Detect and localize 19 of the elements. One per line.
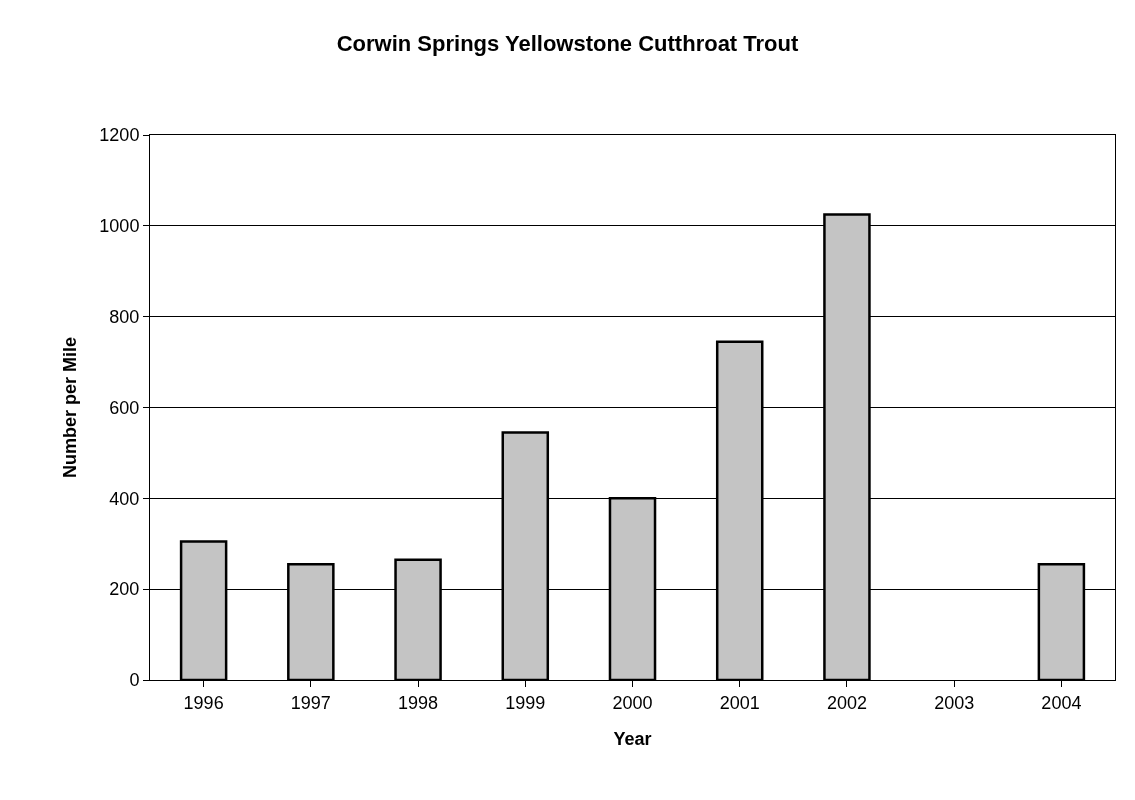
x-tick-label: 2001 bbox=[719, 692, 760, 713]
x-tick-label: 2002 bbox=[826, 692, 867, 713]
x-tick-label: 1996 bbox=[183, 692, 224, 713]
y-tick-label: 200 bbox=[109, 579, 140, 600]
y-axis-title: Number per Mile bbox=[59, 336, 80, 479]
x-tick-label: 2000 bbox=[612, 692, 653, 713]
x-tick-label: 2003 bbox=[934, 692, 975, 713]
x-tick-label: 1999 bbox=[505, 692, 546, 713]
chart-title: Corwin Springs Yellowstone Cutthroat Trout bbox=[336, 31, 799, 57]
y-tick-label: 800 bbox=[109, 306, 140, 327]
y-tick-label: 1000 bbox=[99, 216, 140, 237]
x-tick-label: 1997 bbox=[290, 692, 331, 713]
x-axis-title: Year bbox=[613, 728, 652, 749]
y-tick-label: 600 bbox=[109, 397, 140, 418]
y-tick-label: 400 bbox=[109, 488, 140, 509]
y-tick-label: 1200 bbox=[99, 125, 140, 146]
x-tick-label: 1998 bbox=[398, 692, 439, 713]
y-tick-label: 0 bbox=[129, 670, 140, 691]
x-tick-label: 2004 bbox=[1041, 692, 1082, 713]
